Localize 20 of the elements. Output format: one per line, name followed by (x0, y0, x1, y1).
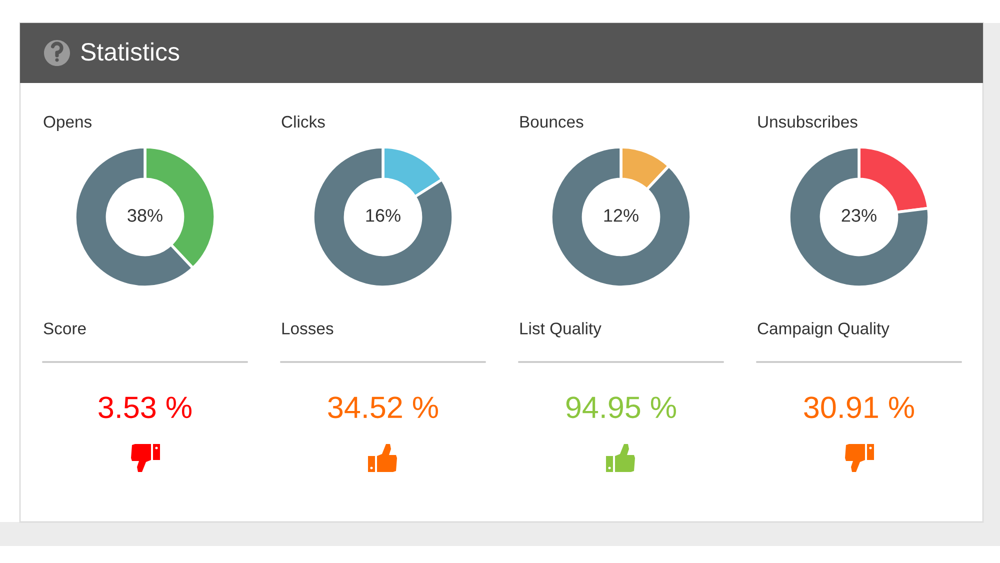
text: 12% (604, 209, 638, 222)
text: 30.91 % (804, 396, 914, 418)
text: List Quality (520, 322, 602, 338)
chart-title: Unsubscribes (758, 115, 858, 128)
donut-slice (312, 146, 454, 288)
text: 94.95 % (566, 396, 676, 418)
donut-slice (788, 146, 930, 288)
chart-title: Opens (44, 116, 92, 132)
text: 38% (128, 209, 162, 222)
text: 23% (842, 209, 876, 222)
text: Statistics (81, 42, 180, 61)
text: 3.53 % (98, 396, 192, 418)
text: Score (44, 322, 86, 334)
text: 16% (366, 209, 400, 222)
chart-title: Clicks (282, 115, 325, 128)
text: Losses (282, 322, 334, 334)
donut-slice (550, 146, 692, 288)
text: Campaign Quality (758, 322, 890, 338)
chart-title: Bounces (520, 116, 584, 128)
text: 34.52 % (328, 396, 438, 418)
